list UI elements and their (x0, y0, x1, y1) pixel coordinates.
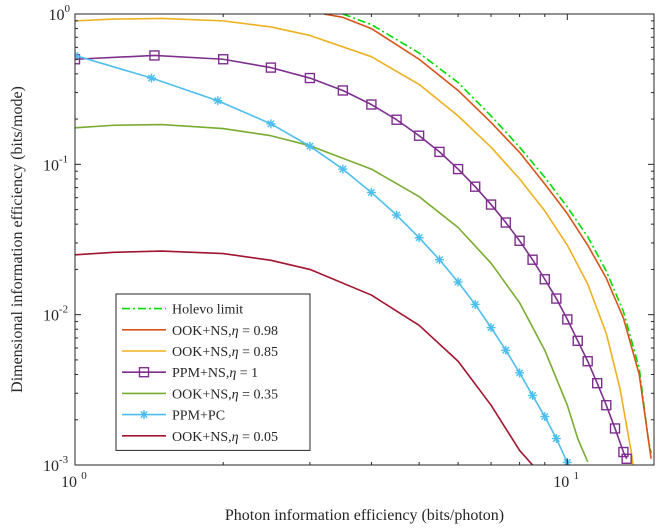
legend-label: Holevo limit (172, 303, 243, 318)
data-point (485, 199, 497, 210)
data-point (486, 323, 496, 333)
series-ook-ns-eta-0-05 (75, 250, 534, 465)
data-point (338, 164, 348, 174)
data-point (601, 399, 612, 411)
data-point (266, 119, 276, 129)
legend-item: OOK+NS,η = 0.05 (122, 430, 278, 445)
data-point (591, 378, 603, 389)
legend-item: OOK+NS,η = 0.98 (122, 324, 278, 339)
legend-item: Holevo limit (122, 303, 243, 318)
y-tick-exponent: -3 (59, 454, 69, 466)
legend-marker (138, 367, 150, 378)
data-point (501, 345, 511, 355)
data-point (391, 114, 402, 125)
data-point (621, 453, 632, 464)
data-point (470, 299, 480, 309)
data-point (562, 314, 573, 325)
data-point (453, 277, 463, 287)
y-tick-exponent: -2 (59, 304, 68, 316)
data-point (500, 217, 512, 228)
data-point (366, 187, 376, 197)
series-ook-ns-eta-0-35 (75, 123, 589, 463)
data-point (217, 54, 229, 65)
y-tick-exponent: -1 (59, 153, 68, 165)
legend: Holevo limit OOK+NS,η = 0.98 OOK+NS,η = 0.… (115, 293, 311, 451)
y-tick-label: 10 (43, 308, 59, 325)
data-point (366, 99, 377, 110)
y-tick-label: 10 (49, 7, 65, 24)
data-point (434, 146, 445, 158)
data-point (305, 141, 315, 151)
data-point (528, 390, 538, 400)
data-point (392, 210, 402, 220)
y-tick-label: 10 (43, 157, 59, 174)
data-point (146, 73, 156, 83)
data-point (609, 423, 621, 434)
legend-label: PPM+NS,η = 1 (172, 366, 258, 381)
data-point (265, 62, 277, 73)
legend-label: OOK+NS,η = 0.05 (172, 430, 278, 445)
data-point (470, 181, 481, 192)
data-point (213, 96, 223, 106)
data-point (434, 255, 444, 265)
series-layer (75, 14, 652, 465)
legend-item: PPM+NS,η = 1 (122, 366, 258, 381)
axes-box (74, 13, 655, 466)
series-line (342, 14, 652, 454)
data-point (582, 356, 593, 367)
data-point (527, 254, 538, 265)
series-line (323, 14, 652, 459)
data-point (414, 233, 424, 243)
series-ook-ns-eta-0-85 (75, 17, 634, 465)
data-point (551, 434, 561, 444)
series-line (75, 54, 628, 460)
y-axis-label: Dimensional information efficiency (bits… (9, 86, 26, 393)
x-tick-exponent: 1 (574, 470, 580, 482)
series-line (75, 123, 589, 463)
series-ppm-ns-eta-1 (75, 50, 632, 464)
series-line (75, 250, 534, 465)
legend-label: OOK+NS,η = 0.35 (172, 387, 278, 402)
legend-marker (139, 410, 149, 420)
legend-label: OOK+NS,η = 0.85 (172, 345, 278, 360)
data-point (413, 130, 425, 141)
legend-item: OOK+NS,η = 0.35 (122, 387, 278, 402)
series-holevo-limit (342, 14, 652, 454)
legend-label: OOK+NS,η = 0.98 (172, 324, 278, 339)
data-point (75, 54, 81, 65)
x-tick-label: 10 (61, 474, 77, 491)
data-point (551, 293, 562, 304)
series-ook-ns-eta-0-98 (323, 14, 652, 459)
legend-label: PPM+PC (172, 409, 225, 424)
y-tick-exponent: 0 (65, 3, 71, 15)
legend-item: PPM+PC (122, 409, 225, 424)
y-tick-label: 10 (43, 458, 59, 475)
data-point (452, 163, 464, 175)
data-point (337, 85, 349, 96)
x-tick-label: 10 (553, 474, 569, 491)
data-point (514, 235, 525, 246)
data-point (75, 50, 80, 60)
x-axis-label: Photon information efficiency (bits/phot… (225, 507, 504, 524)
data-point (304, 72, 316, 84)
data-point (149, 50, 160, 61)
x-tick-exponent: 0 (81, 470, 87, 482)
legend-item: OOK+NS,η = 0.85 (122, 345, 278, 360)
data-point (572, 335, 583, 347)
data-point (515, 368, 525, 378)
data-point (540, 412, 550, 422)
series-line (75, 17, 634, 465)
data-point (618, 446, 629, 458)
series-ppm-pc (75, 50, 572, 465)
data-point (539, 274, 550, 285)
